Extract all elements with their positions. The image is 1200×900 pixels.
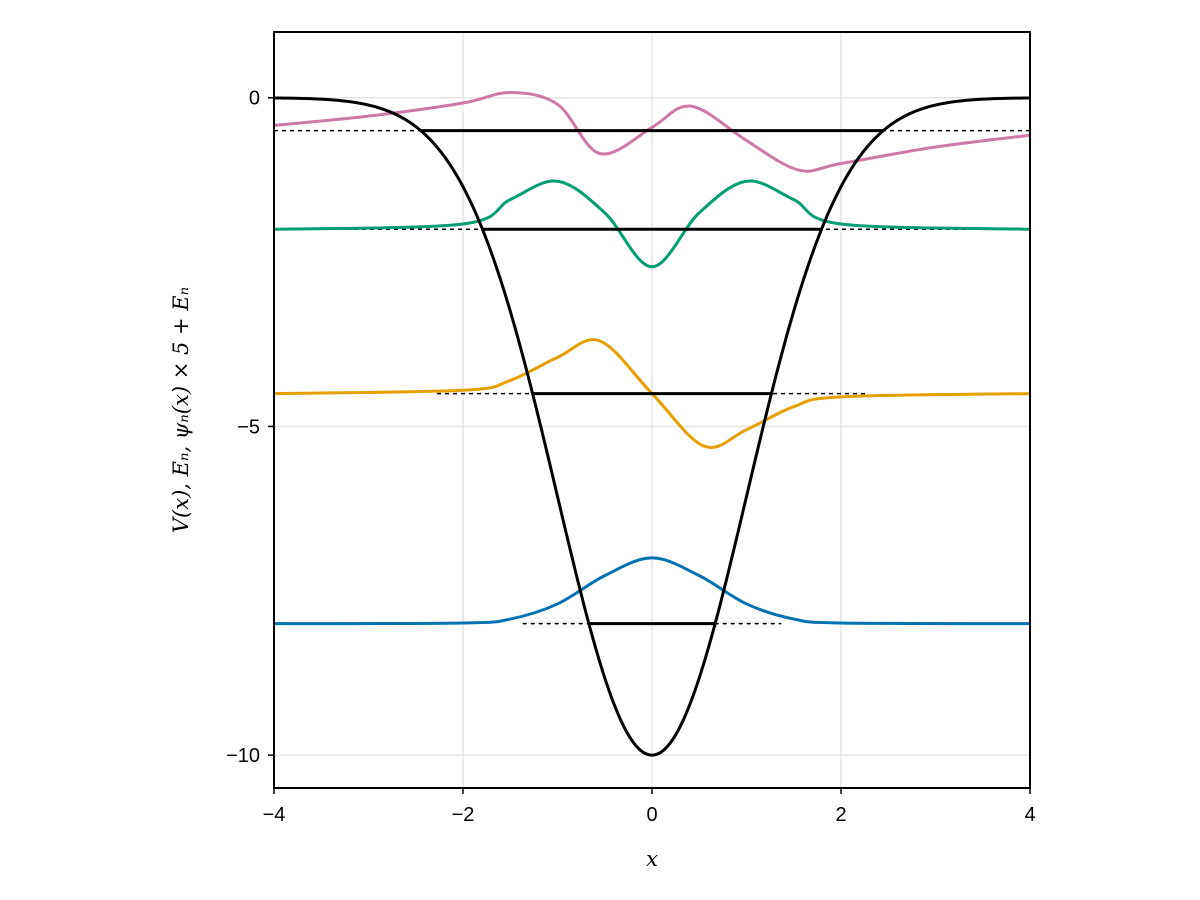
wavefunction-curves [273,90,1031,626]
wavefunction-curve-2 [273,179,1031,269]
x-tick-label: 4 [1024,804,1035,826]
wavefunction-curve-0 [273,556,1031,626]
grid [273,32,1031,788]
y-tick-label: −10 [226,745,260,767]
x-tick-label: 0 [646,804,657,826]
y-tick-label: −5 [237,416,260,438]
potential-curve-group [273,96,1031,757]
x-tick-label: −2 [452,804,475,826]
x-tick-label: −4 [263,804,286,826]
y-tick-label: 0 [249,88,260,110]
y-axis-ticks: 0 −5 −10 [226,88,274,767]
y-axis-label: V(x), Eₙ, ψₙ(x) × 5 + Eₙ [169,287,193,533]
x-axis-label: x [646,847,658,871]
x-tick-label: 2 [835,804,846,826]
potential-curve [273,96,1031,757]
wavefunction-curve-3 [273,90,1031,173]
x-axis-ticks: −4 −2 0 2 4 [263,788,1036,826]
energy-level-bars [420,129,884,626]
